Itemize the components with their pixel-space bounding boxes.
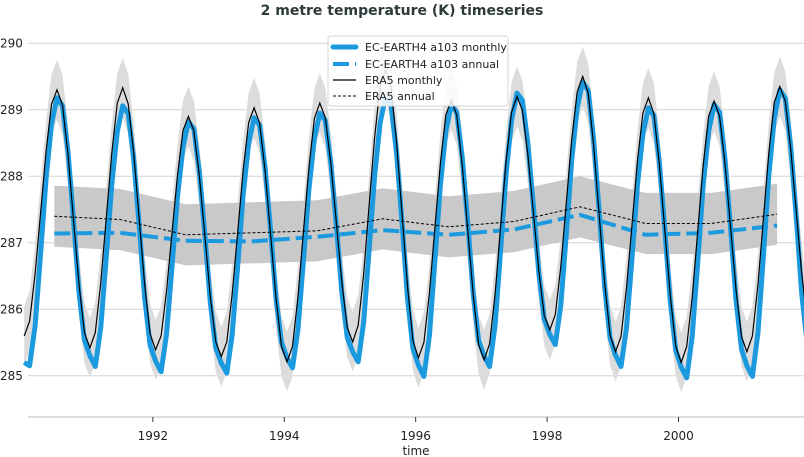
y-tick-label: 287 <box>0 236 23 250</box>
legend-label: ERA5 annual <box>365 90 435 103</box>
era5-monthly-line <box>23 67 804 365</box>
x-tick-label: 1998 <box>532 429 563 443</box>
ec-earth4-monthly-line <box>22 79 804 381</box>
legend-box <box>327 35 509 107</box>
x-tick-label: 2000 <box>663 429 694 443</box>
x-tick-label: 1992 <box>138 429 169 443</box>
series-lines <box>22 67 804 381</box>
legend: EC-EARTH4 a103 monthly EC-EARTH4 a103 an… <box>327 35 509 107</box>
y-tick-label: 288 <box>0 169 23 183</box>
x-axis-label: time <box>402 444 429 457</box>
y-tick-label: 286 <box>0 302 23 316</box>
y-tick-label: 289 <box>0 103 23 117</box>
y-tick-label: 285 <box>0 369 23 383</box>
legend-label: EC-EARTH4 a103 annual <box>365 58 499 71</box>
y-axis: 285 286 287 288 289 290 <box>0 36 23 383</box>
chart-title: 2 metre temperature (K) timeseries <box>261 3 544 19</box>
era5-monthly-band <box>24 39 804 393</box>
legend-label: ERA5 monthly <box>365 74 443 87</box>
x-axis: 1992 1994 1996 1998 2000 <box>138 417 694 443</box>
y-tick-label: 290 <box>0 36 23 50</box>
x-tick-label: 1994 <box>269 429 300 443</box>
x-tick-label: 1996 <box>400 429 431 443</box>
legend-label: EC-EARTH4 a103 monthly <box>365 41 507 54</box>
ec-earth4-annual-line <box>54 212 778 244</box>
era5-annual-line <box>54 206 778 236</box>
